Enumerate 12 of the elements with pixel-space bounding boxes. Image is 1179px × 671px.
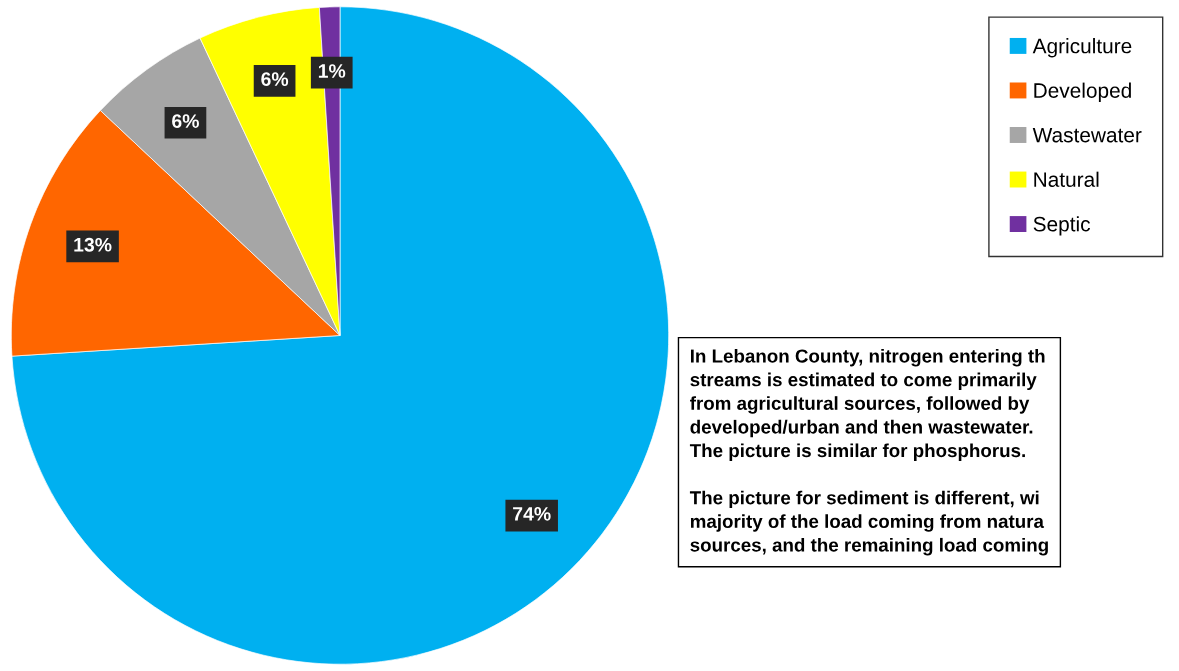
legend-label: Septic (1033, 216, 1091, 236)
legend-label: Wastewater (1032, 127, 1142, 143)
legend-label: Developed (1034, 82, 1131, 103)
legend-label: Natural (1034, 171, 1099, 187)
data-label: 13% (74, 237, 112, 252)
data-label: 6% (261, 72, 289, 87)
text: In Lebanon County, nitrogen entering th streams is estimated to come primarily from agricultural sources, followed by developed/urban and then wastewater. The picture is similar for phosphorus. The picture for sediment is different, wi majority of the load coming from natura sources, and the remaining load coming (689, 348, 1048, 556)
pie-slice (11, 6, 669, 665)
data-label: 6% (172, 114, 199, 128)
data-label: 1% (318, 64, 346, 78)
legend-label: Agriculture (1032, 38, 1132, 58)
data-label: 74% (513, 507, 551, 521)
